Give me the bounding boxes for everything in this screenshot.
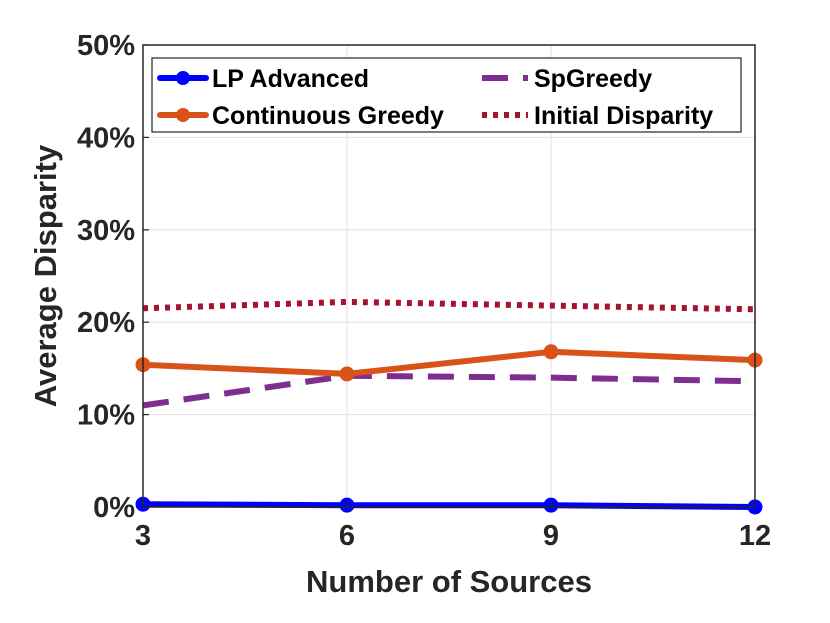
x-tick-label: 3 bbox=[135, 520, 151, 552]
x-tick-label: 6 bbox=[339, 520, 355, 552]
y-tick-label: 0% bbox=[93, 492, 135, 524]
tick-labels: 3 6 9 12 0% 10% 20% 30% 40% 50% bbox=[77, 30, 771, 552]
y-tick-label: 40% bbox=[77, 122, 135, 154]
legend-label-initial-disparity: Initial Disparity bbox=[534, 102, 713, 130]
series-line-spgreedy bbox=[142, 372, 756, 409]
legend-marker-lp-advanced bbox=[176, 71, 190, 85]
series-line-lp-advanced bbox=[140, 501, 758, 510]
series-line-continuous-greedy bbox=[140, 348, 758, 377]
legend-label-lp-advanced: LP Advanced bbox=[212, 65, 369, 93]
x-axis-label: Number of Sources bbox=[306, 564, 592, 599]
data-point-continuous-greedy bbox=[543, 344, 559, 360]
legend-marker-continuous-greedy bbox=[176, 108, 190, 122]
y-tick-label: 10% bbox=[77, 400, 135, 432]
plot-frame bbox=[142, 44, 756, 508]
x-tick-label: 12 bbox=[739, 520, 771, 552]
data-point-continuous-greedy bbox=[339, 366, 355, 382]
y-tick-label: 20% bbox=[77, 307, 135, 339]
y-tick-label: 50% bbox=[77, 30, 135, 62]
y-tick-label: 30% bbox=[77, 215, 135, 247]
legend-box bbox=[151, 57, 742, 133]
legend-label-continuous-greedy: Continuous Greedy bbox=[212, 102, 444, 130]
x-tick-label: 9 bbox=[543, 520, 559, 552]
legend-label-spgreedy: SpGreedy bbox=[534, 65, 652, 93]
series-line-initial-disparity bbox=[142, 298, 756, 313]
y-axis-label: Average Disparity bbox=[28, 144, 63, 407]
legend: LP Advanced SpGreedy Continuous Greedy Init… bbox=[151, 57, 742, 133]
series-group bbox=[135, 298, 763, 515]
